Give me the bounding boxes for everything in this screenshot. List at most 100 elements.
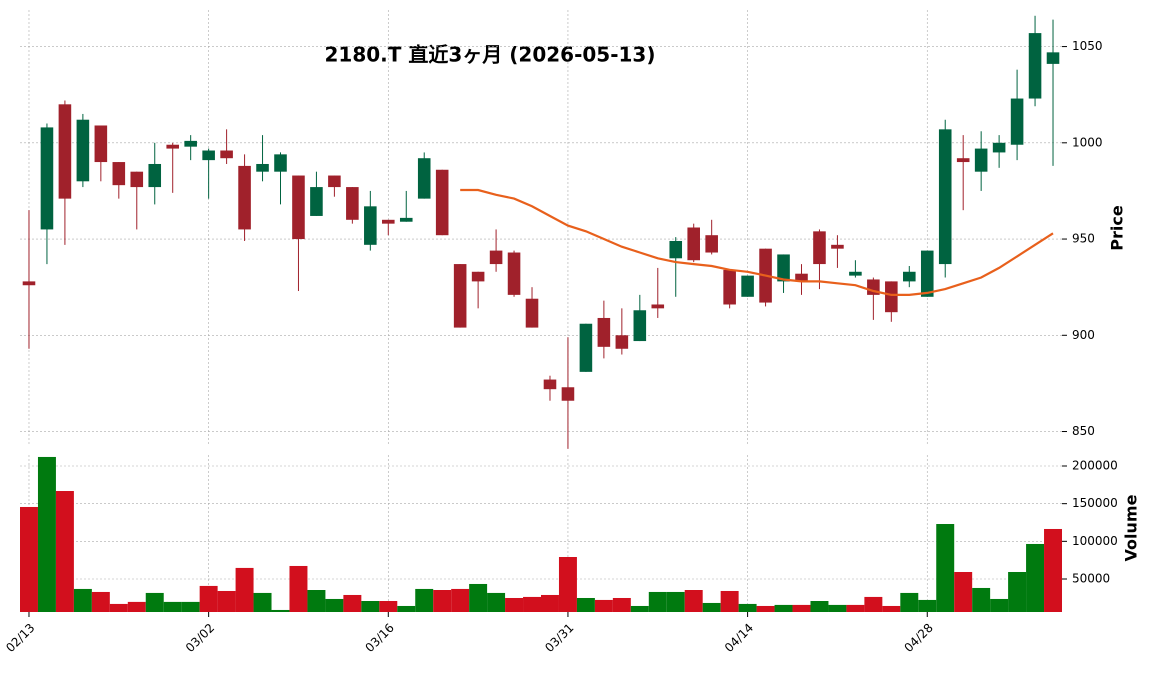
y-tick-label: 950 bbox=[1072, 232, 1095, 246]
candle-body bbox=[58, 104, 72, 199]
volume-bar bbox=[523, 596, 541, 612]
volume-bar bbox=[73, 588, 92, 612]
volume-bar bbox=[576, 597, 595, 612]
candle-body bbox=[112, 162, 126, 186]
candle-body bbox=[22, 281, 36, 286]
candle-body bbox=[166, 144, 179, 149]
candle-body bbox=[256, 163, 269, 172]
candle-body bbox=[885, 281, 898, 313]
candle-body bbox=[1046, 52, 1060, 64]
x-tick-label: 03/16 bbox=[363, 621, 397, 655]
candle-body bbox=[795, 273, 808, 282]
candle-body bbox=[130, 171, 144, 188]
candle-body bbox=[364, 206, 377, 245]
volume-bar bbox=[127, 601, 146, 612]
volume-bar bbox=[684, 590, 703, 612]
candle-body bbox=[741, 275, 754, 297]
candle-body bbox=[292, 175, 305, 240]
candle-body bbox=[597, 317, 611, 347]
volume-bar bbox=[397, 605, 416, 612]
candle-body bbox=[687, 227, 700, 261]
volume-bar bbox=[630, 605, 649, 612]
volume-bar bbox=[451, 588, 470, 612]
volume-bar bbox=[594, 599, 613, 612]
candle-body bbox=[202, 150, 215, 161]
volume-bar bbox=[469, 583, 488, 612]
candle-body bbox=[525, 298, 539, 328]
candle-body bbox=[328, 175, 341, 188]
candle-body bbox=[274, 154, 287, 172]
volume-tick-label: 150000 bbox=[1072, 496, 1118, 510]
volume-bar bbox=[415, 588, 434, 612]
candle-body bbox=[40, 127, 54, 230]
y-tick-label: 900 bbox=[1072, 328, 1095, 342]
y-axis-label: Price bbox=[1108, 205, 1127, 251]
volume-axis-label: Volume bbox=[1122, 494, 1141, 561]
volume-bar bbox=[199, 585, 218, 612]
candle-body bbox=[1010, 98, 1024, 145]
y-tick-label: 850 bbox=[1072, 424, 1095, 438]
volume-bar bbox=[20, 506, 38, 612]
candle-body bbox=[723, 269, 736, 305]
candle-body bbox=[1028, 33, 1042, 99]
volume-bar bbox=[648, 591, 667, 612]
volume-bar bbox=[792, 604, 811, 612]
volume-bar bbox=[972, 587, 991, 612]
volume-tick-label: 200000 bbox=[1072, 458, 1118, 472]
volume-bar bbox=[55, 491, 74, 612]
volume-bar bbox=[487, 592, 506, 612]
x-tick-label: 04/28 bbox=[901, 621, 935, 655]
candle-body bbox=[615, 335, 629, 349]
x-tick-label: 03/02 bbox=[183, 621, 217, 655]
volume-bar bbox=[307, 590, 326, 612]
volume-tick-label: 100000 bbox=[1072, 534, 1118, 548]
volume-bar bbox=[1044, 528, 1062, 612]
candle-body bbox=[705, 235, 718, 253]
volume-bar bbox=[558, 557, 577, 612]
volume-bar bbox=[990, 598, 1009, 612]
volume-bar bbox=[774, 604, 793, 612]
candle-body bbox=[633, 310, 647, 342]
candle-body bbox=[507, 252, 521, 295]
candle-body bbox=[417, 158, 431, 199]
volume-bar bbox=[1026, 543, 1045, 612]
y-tick-label: 1050 bbox=[1072, 39, 1103, 53]
candle-body bbox=[831, 244, 844, 249]
candle-body bbox=[561, 387, 575, 401]
volume-bar bbox=[181, 601, 200, 612]
candle-body bbox=[346, 187, 359, 220]
volume-bar bbox=[505, 597, 524, 612]
x-tick-label: 02/13 bbox=[3, 621, 37, 655]
candle-body bbox=[920, 250, 934, 297]
candle-body bbox=[813, 231, 826, 265]
candle-body bbox=[489, 250, 503, 265]
candle-body bbox=[382, 219, 395, 224]
chart-title: 2180.T 直近3ヶ月 (2026-05-13) bbox=[325, 43, 656, 67]
volume-bar bbox=[882, 605, 901, 612]
candle-body bbox=[579, 323, 593, 372]
volume-bar bbox=[1008, 571, 1027, 612]
candle-body bbox=[220, 150, 233, 159]
candle-body bbox=[471, 271, 485, 282]
candle-body bbox=[992, 142, 1006, 153]
candle-body bbox=[435, 169, 449, 236]
volume-bar bbox=[810, 601, 829, 612]
candle-body bbox=[651, 304, 665, 309]
volume-bar bbox=[37, 456, 56, 612]
volume-bar bbox=[738, 603, 757, 612]
volume-bar bbox=[145, 592, 164, 612]
volume-bar bbox=[325, 598, 344, 612]
volume-bar bbox=[253, 592, 272, 612]
volume-bar bbox=[864, 596, 883, 612]
candle-body bbox=[849, 271, 862, 276]
candle-body bbox=[938, 129, 952, 265]
candle-body bbox=[956, 158, 970, 163]
volume-bar bbox=[109, 603, 128, 612]
volume-bar bbox=[828, 604, 847, 612]
candle-body bbox=[669, 240, 683, 259]
moving-average-line bbox=[460, 188, 1054, 296]
volume-bar bbox=[289, 565, 308, 612]
candle-body bbox=[184, 140, 197, 147]
volume-bar bbox=[720, 590, 739, 612]
